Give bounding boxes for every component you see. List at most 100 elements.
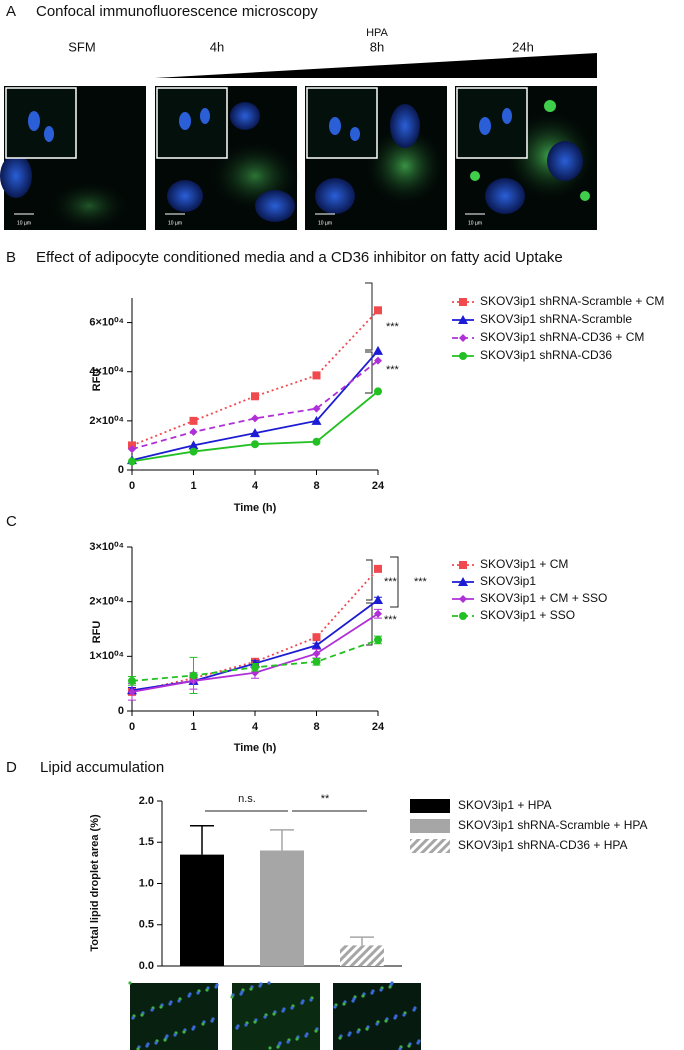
marker <box>312 437 321 446</box>
marker <box>459 334 467 342</box>
x-tick-label: 4 <box>252 721 259 733</box>
error-bar <box>190 825 214 855</box>
bar <box>260 850 304 966</box>
marker <box>374 635 382 644</box>
cell-dot <box>347 1033 351 1037</box>
scale-bar-label: 10 µm <box>468 220 482 226</box>
x-tick-label: 24 <box>372 480 385 492</box>
cell-dot <box>263 1015 267 1019</box>
series-line <box>131 359 379 450</box>
cell-dot <box>187 994 191 998</box>
legend-swatch <box>410 839 450 853</box>
cell-dot <box>201 1022 205 1026</box>
y-tick-label: 0 <box>118 464 124 476</box>
cell-dot <box>412 1008 416 1012</box>
y-tick-label: 4×10⁰⁴ <box>89 366 124 378</box>
cell-dot <box>177 999 181 1003</box>
cell-dot <box>267 981 271 985</box>
cell-dot <box>235 1026 239 1030</box>
chart-title: Effect of adipocyte conditioned media an… <box>36 249 563 266</box>
x-tick-label: 1 <box>190 721 196 733</box>
bar <box>340 945 384 966</box>
micrograph: 10 µm <box>155 86 300 230</box>
legend-label: SKOV3ip1 shRNA-Scramble + HPA <box>458 818 648 832</box>
cell-dot <box>136 1047 140 1050</box>
cell-dot <box>286 1040 290 1044</box>
cell-dot <box>249 987 253 991</box>
y-tick-label: 2.0 <box>139 795 154 807</box>
marker <box>459 612 467 620</box>
y-tick-label: 0.0 <box>139 960 154 972</box>
y-axis-label: RFU <box>91 369 103 392</box>
cell-dot <box>375 1022 379 1026</box>
micrograph: 10 µm <box>305 86 447 230</box>
annotation: ** <box>321 793 330 805</box>
droplet-image <box>130 983 218 1050</box>
legend-label: SKOV3ip1 + CM + SSO <box>480 591 607 605</box>
cell-dot <box>388 985 392 989</box>
marker <box>459 595 467 603</box>
marker <box>458 315 468 324</box>
legend-label: SKOV3ip1 <box>480 574 536 588</box>
cell-dot <box>384 1019 388 1023</box>
marker <box>251 440 259 449</box>
annotation: *** <box>386 364 400 376</box>
y-tick-label: 1×10⁰⁴ <box>89 650 124 662</box>
x-tick-label: 8 <box>313 721 319 733</box>
micrograph: 10 µm <box>455 86 597 230</box>
marker <box>311 640 322 650</box>
legend-label: SKOV3ip1 shRNA-CD36 + HPA <box>458 838 628 852</box>
legend-swatch <box>410 819 450 833</box>
marker <box>459 352 467 360</box>
cell-dot <box>276 1045 280 1049</box>
marker <box>128 676 136 685</box>
cell-dot <box>379 988 383 992</box>
marker <box>373 595 383 605</box>
cell-dot <box>244 1023 248 1027</box>
cell-dot <box>333 1005 337 1009</box>
y-tick-label: 6×10⁰⁴ <box>89 316 124 328</box>
cell-dot <box>416 1041 420 1045</box>
x-axis-label: Time (h) <box>234 742 277 754</box>
marker <box>250 428 260 438</box>
cell-dot <box>356 1030 360 1034</box>
marker <box>128 687 136 696</box>
cell-dot <box>393 1016 397 1020</box>
marker <box>189 416 198 425</box>
group-label: 24h <box>512 39 534 54</box>
legend-label: SKOV3ip1 + SSO <box>480 608 575 622</box>
y-tick-label: 3×10⁰⁴ <box>89 541 124 553</box>
chart-title: Lipid accumulation <box>40 759 164 776</box>
group-label: SFM <box>68 39 95 54</box>
cell-dot <box>300 1001 304 1005</box>
series-line <box>131 309 379 447</box>
legend-label: SKOV3ip1 + CM <box>480 557 568 571</box>
cell-dot <box>338 1036 342 1040</box>
marker <box>374 387 382 396</box>
cell-dot <box>258 984 262 988</box>
marker <box>251 392 259 401</box>
annotation: *** <box>384 576 398 588</box>
micrographs: 10 µm 10 µm 10 µm 1 <box>0 86 597 231</box>
cell-dot <box>150 1008 154 1012</box>
cell-dot <box>159 1005 163 1009</box>
group-label: 8h <box>370 39 384 54</box>
marker <box>128 445 136 454</box>
cell-dot <box>272 1012 276 1016</box>
y-tick-label: 2×10⁰⁴ <box>89 415 124 427</box>
cell-dot <box>398 1047 402 1050</box>
marker <box>459 298 467 306</box>
cell-dot <box>145 1044 149 1048</box>
annotation: n.s. <box>238 793 256 805</box>
gradient-wedge <box>155 53 597 78</box>
y-axis-label: Total lipid droplet area (%) <box>89 814 101 952</box>
cell-dot <box>210 1019 214 1023</box>
significance-brackets <box>205 282 399 812</box>
x-tick-label: 8 <box>313 480 319 492</box>
cell-dot <box>140 1013 144 1017</box>
panel-title: Confocal immunofluorescence microscopy <box>36 3 318 20</box>
cell-dot <box>163 1038 167 1042</box>
marker <box>251 414 259 423</box>
